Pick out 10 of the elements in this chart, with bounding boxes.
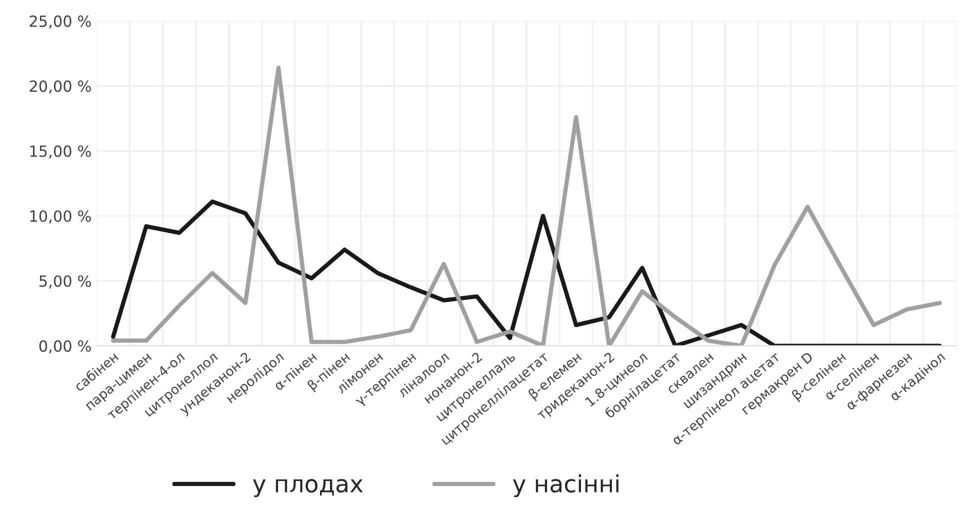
y-tick-label: 0,00 % [39, 340, 91, 354]
y-tick-label: 15,00 % [30, 145, 91, 158]
y-tick-label: 20,00 % [30, 80, 91, 94]
y-tick-label: 25,00 % [30, 15, 91, 29]
y-tick-label: 10,00 % [30, 210, 91, 224]
legend-label: у насінні [512, 474, 618, 498]
line-series [111, 66, 942, 346]
line-series [111, 200, 942, 346]
legend-label: у плодах [253, 479, 363, 498]
y-tick-label: 5,00 % [40, 275, 91, 288]
